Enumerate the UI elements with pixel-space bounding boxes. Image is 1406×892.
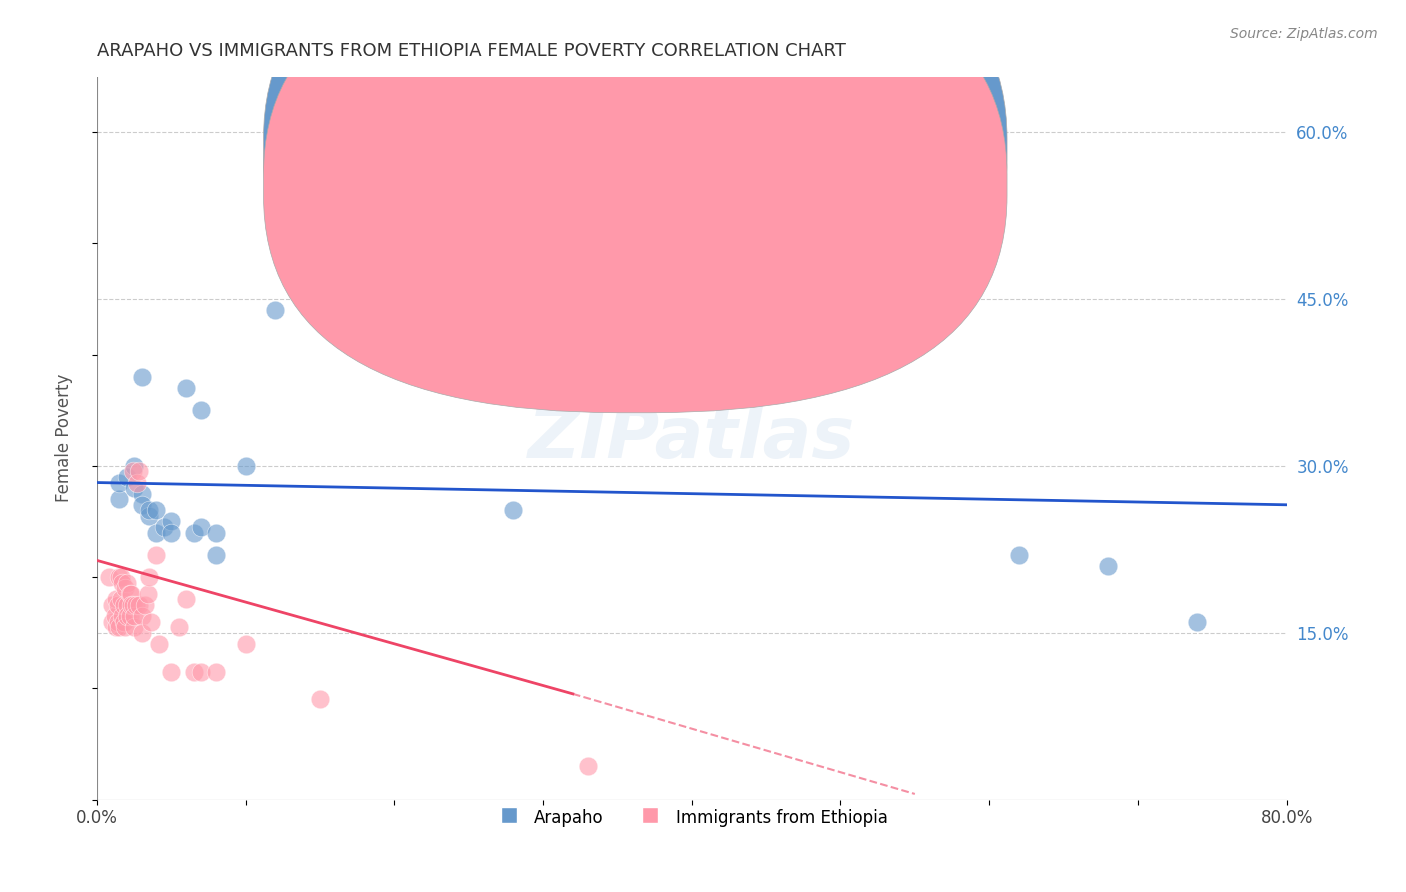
Point xyxy=(115,598,138,612)
Point xyxy=(160,515,183,529)
Point xyxy=(101,615,124,629)
Point xyxy=(105,620,128,634)
Point xyxy=(114,620,136,634)
Point xyxy=(309,692,332,706)
Point xyxy=(118,609,141,624)
Point xyxy=(122,609,145,624)
Point xyxy=(108,620,131,634)
Point xyxy=(110,592,132,607)
Text: ARAPAHO VS IMMIGRANTS FROM ETHIOPIA FEMALE POVERTY CORRELATION CHART: ARAPAHO VS IMMIGRANTS FROM ETHIOPIA FEMA… xyxy=(97,42,846,60)
Point xyxy=(190,520,212,534)
Point xyxy=(127,475,149,490)
Point xyxy=(115,470,138,484)
Point xyxy=(1008,548,1031,562)
FancyBboxPatch shape xyxy=(263,0,1007,376)
Point xyxy=(131,370,153,384)
Point xyxy=(131,625,153,640)
Point xyxy=(107,598,129,612)
Point xyxy=(111,575,134,590)
Point xyxy=(128,598,150,612)
Point xyxy=(1097,558,1119,573)
Point xyxy=(145,525,167,540)
Point xyxy=(121,465,143,479)
Point xyxy=(183,665,205,679)
Point xyxy=(235,637,257,651)
Point xyxy=(205,548,228,562)
Point xyxy=(105,592,128,607)
Point xyxy=(190,403,212,417)
Point xyxy=(120,587,142,601)
Point xyxy=(190,665,212,679)
Point xyxy=(104,609,127,624)
Point xyxy=(107,615,129,629)
Point xyxy=(101,598,124,612)
Point xyxy=(124,598,146,612)
Point xyxy=(122,458,145,473)
Point xyxy=(110,570,132,584)
Point xyxy=(235,458,257,473)
Point xyxy=(108,475,131,490)
Point xyxy=(134,598,156,612)
Point xyxy=(153,520,176,534)
Point xyxy=(139,615,162,629)
Point xyxy=(115,575,138,590)
Point xyxy=(120,598,142,612)
Point xyxy=(160,525,183,540)
Point xyxy=(148,637,170,651)
Point xyxy=(97,570,120,584)
Point xyxy=(174,592,197,607)
Text: R = -0.044   N = 27: R = -0.044 N = 27 xyxy=(673,133,848,148)
Point xyxy=(205,665,228,679)
Point xyxy=(138,570,160,584)
Point xyxy=(122,481,145,495)
Text: Source: ZipAtlas.com: Source: ZipAtlas.com xyxy=(1230,27,1378,41)
Point xyxy=(1187,615,1209,629)
Point xyxy=(145,503,167,517)
Text: ZIPatlas: ZIPatlas xyxy=(529,403,855,473)
Point xyxy=(114,581,136,595)
Point xyxy=(502,503,524,517)
Point xyxy=(205,525,228,540)
Point xyxy=(167,620,190,634)
FancyBboxPatch shape xyxy=(585,120,918,221)
Point xyxy=(576,759,599,773)
Point xyxy=(108,492,131,507)
Point xyxy=(131,498,153,512)
Point xyxy=(112,615,135,629)
Point xyxy=(121,598,143,612)
Text: R =  -0.372  N = 50: R = -0.372 N = 50 xyxy=(673,169,848,185)
Point xyxy=(264,303,287,318)
Point xyxy=(131,609,153,624)
Point xyxy=(174,381,197,395)
Point xyxy=(138,503,160,517)
Y-axis label: Female Poverty: Female Poverty xyxy=(55,374,73,502)
FancyBboxPatch shape xyxy=(263,0,1007,413)
Point xyxy=(131,486,153,500)
Point xyxy=(128,465,150,479)
Point xyxy=(138,508,160,523)
Point xyxy=(111,609,134,624)
Point xyxy=(160,665,183,679)
Point xyxy=(136,587,159,601)
Legend: Arapaho, Immigrants from Ethiopia: Arapaho, Immigrants from Ethiopia xyxy=(489,801,894,835)
Point xyxy=(183,525,205,540)
Point xyxy=(115,609,138,624)
Point xyxy=(122,620,145,634)
Point xyxy=(112,598,135,612)
Point xyxy=(118,587,141,601)
Point xyxy=(145,548,167,562)
Point xyxy=(108,570,131,584)
